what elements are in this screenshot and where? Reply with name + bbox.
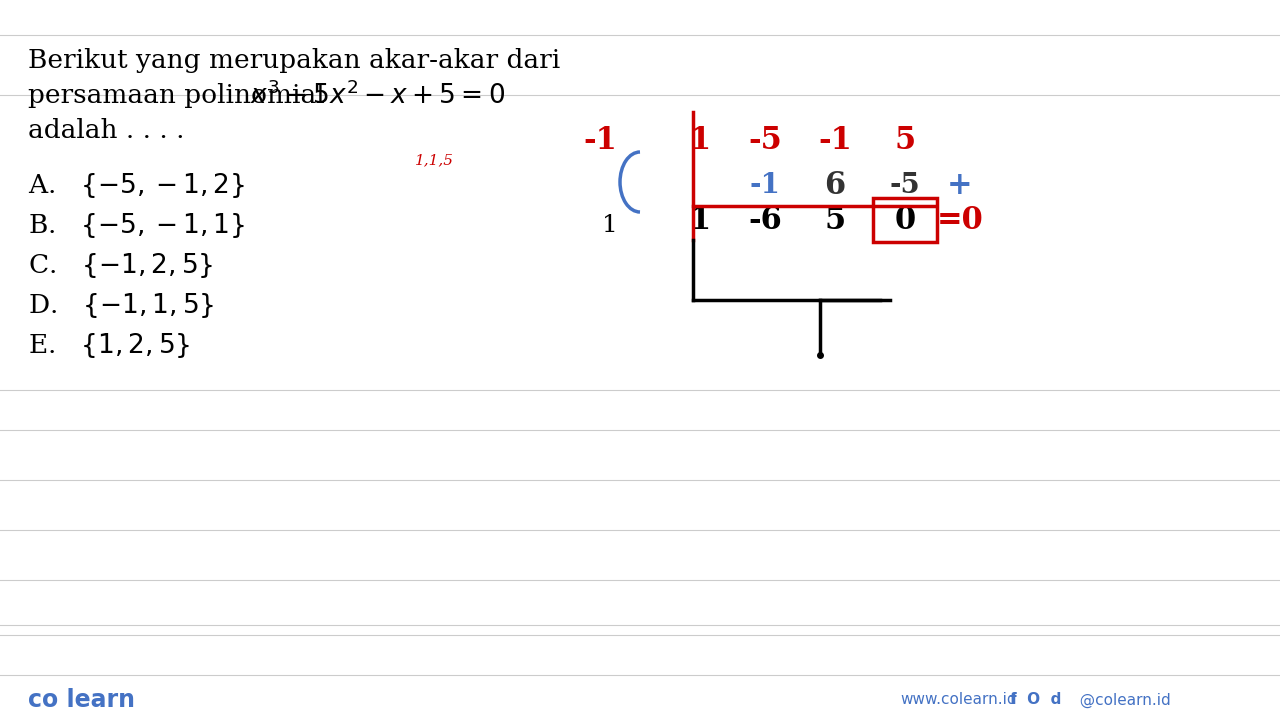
Text: -1: -1 [818, 125, 852, 156]
Text: =0: =0 [937, 204, 983, 235]
Text: -5: -5 [890, 171, 920, 199]
Text: +: + [947, 169, 973, 200]
Text: @colearn.id: @colearn.id [1070, 693, 1171, 708]
Text: 5: 5 [824, 204, 846, 235]
Text: -6: -6 [748, 204, 782, 235]
Text: www.colearn.id: www.colearn.id [900, 693, 1016, 708]
Text: 1,1,5: 1,1,5 [415, 153, 454, 167]
Text: -1: -1 [584, 125, 617, 156]
Text: B.   $\{-5, -1, 1\}$: B. $\{-5, -1, 1\}$ [28, 210, 244, 240]
Text: C.   $\{-1, 2, 5\}$: C. $\{-1, 2, 5\}$ [28, 251, 212, 279]
Text: Berikut yang merupakan akar-akar dari: Berikut yang merupakan akar-akar dari [28, 48, 561, 73]
Text: 0: 0 [895, 204, 915, 235]
Text: co learn: co learn [28, 688, 134, 712]
Text: 5: 5 [895, 125, 915, 156]
Text: -1: -1 [750, 171, 781, 199]
Text: 1: 1 [690, 204, 710, 235]
Text: D.   $\{-1, 1, 5\}$: D. $\{-1, 1, 5\}$ [28, 290, 214, 320]
Text: f  O  d: f O d [1010, 693, 1061, 708]
Text: 1: 1 [690, 125, 710, 156]
Text: -5: -5 [748, 125, 782, 156]
Text: E.   $\{1, 2, 5\}$: E. $\{1, 2, 5\}$ [28, 330, 189, 359]
Text: persamaan polinomial: persamaan polinomial [28, 83, 333, 107]
Text: $x^3 - 5x^2 - x + 5 = 0$: $x^3 - 5x^2 - x + 5 = 0$ [250, 81, 506, 109]
Text: 1: 1 [602, 214, 618, 236]
Text: A.   $\{-5, -1, 2\}$: A. $\{-5, -1, 2\}$ [28, 171, 244, 199]
Text: adalah . . . .: adalah . . . . [28, 117, 184, 143]
Text: 6: 6 [824, 169, 846, 200]
